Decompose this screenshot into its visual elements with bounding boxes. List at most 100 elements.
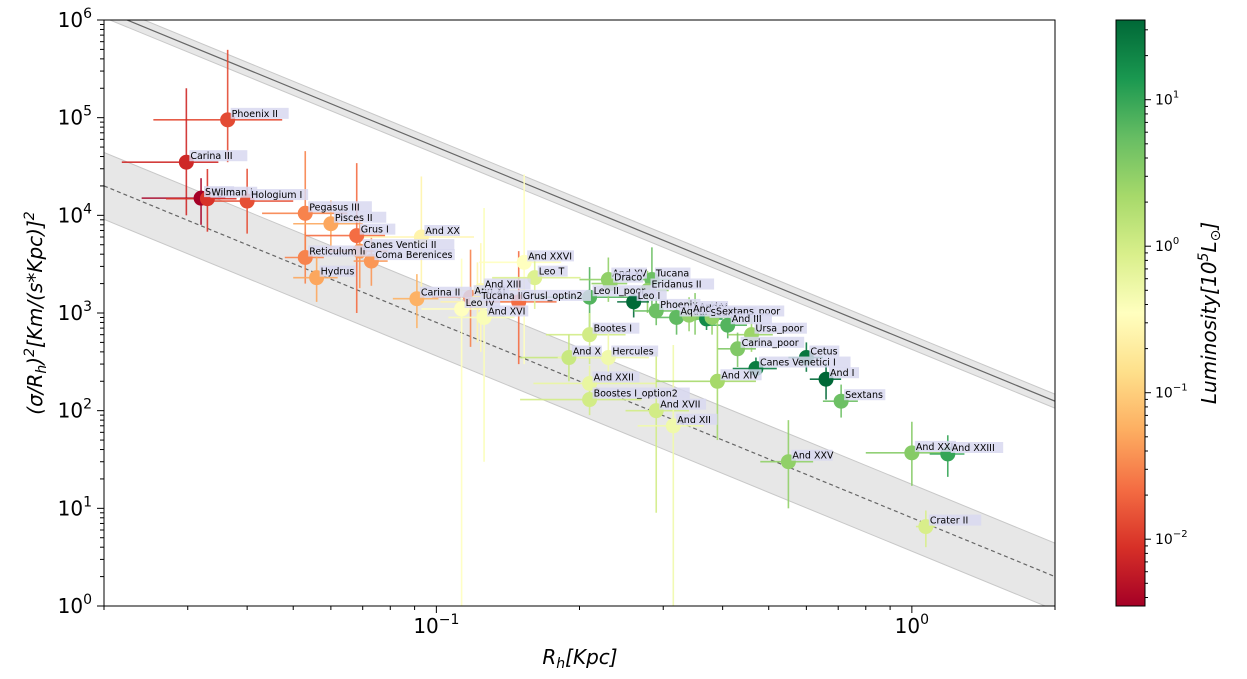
x-axis-label: Rh[Kpc]	[542, 645, 617, 672]
colorbar-tick-label: 100	[1155, 236, 1179, 255]
point-label-text: Carina III	[190, 151, 232, 162]
point-label-text: Boostes I_option2	[594, 389, 678, 400]
y-tick-label: 100	[58, 592, 92, 618]
point-label-bg	[659, 298, 701, 310]
colorbar-tick-label: 10−1	[1155, 383, 1188, 402]
point-label-text: Phoenix	[660, 300, 698, 311]
colorbar-tick-label: 10−2	[1155, 529, 1188, 548]
point-label-text: And III	[732, 314, 762, 325]
point-label: Carina_poor	[740, 336, 805, 349]
point-label: Pegasus III	[308, 201, 372, 213]
point-label: Hercules	[611, 345, 659, 358]
point-label-bg	[715, 305, 785, 317]
point-label: Carina II	[419, 286, 473, 299]
point-label: Ursa_poor	[754, 322, 807, 335]
point-label-bg	[424, 225, 460, 237]
point-label-text: And X	[573, 347, 602, 358]
point-label-text: Draco	[614, 273, 642, 284]
x-axis-ticks: 10−1 100	[103, 606, 1056, 638]
point-label-bg	[914, 440, 957, 452]
point-label-text: Pegasus III	[309, 202, 359, 213]
point-label: Canes Ventici II	[362, 239, 455, 251]
point-label-text: Eridanus II	[652, 279, 702, 290]
y-tick-label: 102	[58, 397, 92, 423]
point-label-bg	[676, 413, 718, 425]
point-label-text: And XII	[677, 415, 711, 426]
y-tick-label: 103	[58, 299, 92, 325]
point-label-bg	[791, 449, 833, 461]
point-label: Pisces II	[333, 211, 387, 224]
point-label-text: Coma Berenices	[375, 250, 452, 261]
point-label-text: Cetus	[810, 347, 837, 358]
point-label-text: Leo IV	[466, 298, 496, 309]
point-label: And XIII	[483, 278, 531, 290]
point-label: And XXI	[914, 440, 957, 453]
y-tick-label: 101	[58, 494, 92, 520]
point-label-text: Leo I	[638, 291, 661, 302]
point-label: Coma Berenices	[374, 249, 455, 261]
point-label: And XVII	[659, 398, 707, 411]
point-label: Sextans	[844, 389, 886, 401]
colorbar	[1115, 19, 1146, 607]
point-label-bg	[592, 371, 640, 383]
point-label-text: Hologium I	[251, 190, 302, 201]
error-bars	[121, 49, 965, 606]
point-label-text: Grusl_optin2	[523, 291, 583, 302]
point-label-bg	[487, 305, 529, 317]
x-tick-label: 10−1	[413, 612, 459, 638]
point-label-bg	[419, 286, 473, 298]
point-label-bg	[521, 289, 591, 301]
point-label: Bootes I	[592, 322, 640, 335]
point-label: Leo IV	[464, 296, 501, 309]
point-label-bg	[230, 107, 289, 119]
point-label: And XXV	[791, 449, 834, 462]
point-label-text: Ursa_poor	[756, 324, 804, 335]
point-label: Draco	[613, 271, 644, 284]
point-label-text: And XIII	[485, 279, 521, 290]
colorbar-label: Luminosity[105L⊙]	[1196, 222, 1224, 404]
point-label-text: And XXII	[594, 372, 634, 383]
point-label-text: And XX	[425, 226, 460, 237]
point-label-text: Hydrus	[321, 267, 355, 278]
point-label: And XXII	[592, 371, 640, 383]
point-label-bg	[333, 211, 387, 223]
point-label-text: And XIV	[721, 370, 759, 381]
point-label-text: Canes Venetici I	[760, 358, 836, 369]
point-label: Phoenix II	[230, 107, 289, 120]
point-label-bg	[654, 267, 691, 279]
lower-relation-line	[104, 185, 1055, 578]
point-label-text: Pisces II	[335, 213, 373, 224]
point-label: And X	[571, 345, 602, 358]
point-label-bg	[636, 289, 667, 301]
point-label-bg	[250, 189, 309, 201]
point-label: And XXVI	[527, 250, 574, 262]
point-label-bg	[754, 322, 807, 334]
point-label-text: And XVI	[488, 306, 525, 317]
point-label-bg	[659, 398, 707, 410]
point-label: Reticulum II	[308, 245, 378, 258]
point-label-bg	[308, 245, 378, 257]
point-label-bg	[928, 514, 982, 526]
point-label: Tucana	[654, 267, 691, 280]
point-label: Hydrus	[319, 265, 356, 278]
point-label: Carina III	[189, 150, 248, 162]
point-label: Eridanus II	[650, 278, 715, 290]
y-tick-label: 104	[58, 201, 92, 227]
point-label-text: Sextans_poor	[716, 306, 780, 317]
point-label-bg	[374, 249, 455, 261]
point-label-bg	[571, 345, 602, 357]
point-label: And III	[730, 313, 772, 325]
y-tick-label: 106	[58, 6, 92, 32]
point-label-bg	[730, 313, 772, 325]
point-label-bg	[592, 322, 640, 334]
point-label-bg	[527, 250, 574, 262]
point-label: And XX	[424, 225, 460, 237]
point-label: Grus I	[359, 223, 396, 236]
y-axis-label: (σ/Rh)2[Km/(s*Kpc)]2	[22, 211, 50, 415]
point-label: Boostes I_option2	[592, 387, 690, 400]
point-label-bg	[650, 278, 715, 290]
point-label-bg	[189, 150, 248, 162]
point-label: Wilman I	[210, 186, 258, 199]
